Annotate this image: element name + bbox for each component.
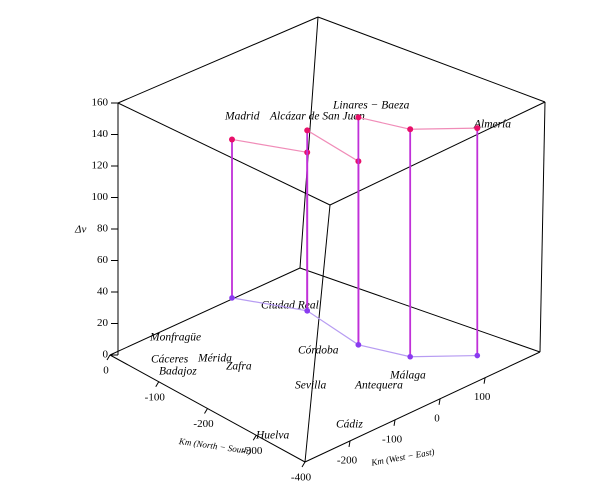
box-edge [299,267,541,353]
x-tick-label: -400 [291,472,312,483]
point [304,127,311,134]
route-line [231,116,478,163]
city-label: Sevilla [295,380,327,392]
y-tick-label: -200 [337,454,358,466]
city-label: Málaga [389,370,426,382]
city-label: Linares − Baeza [332,100,410,112]
ground-point [229,295,235,301]
box-edge [109,267,301,356]
z-tick-label: 160 [92,97,109,109]
ground-point [304,307,311,314]
box-edge [117,16,319,104]
y-tick [393,419,396,426]
point [229,136,236,143]
x-axis-label: Km (North − South) [177,436,252,456]
x-tick [155,381,160,388]
city-label: Cádiz [336,419,363,431]
city-label: Cáceres [151,354,189,366]
y-tick-label: -100 [382,433,403,445]
box-edge [329,101,546,206]
z-tick-label: 40 [97,286,109,298]
point [474,125,481,132]
box-edge [317,16,546,103]
city-label: Monfragüe [149,332,201,344]
z-tick-label: 100 [92,191,109,203]
x-tick-label: -100 [145,391,166,403]
city-label: Madrid [224,111,260,123]
y-tick-label: 100 [474,391,491,403]
y-axis-label: Km (West − East) [369,447,435,468]
box-edge [539,101,546,353]
city-label: Córdoba [298,345,339,357]
ground-point [474,352,481,359]
city-label: Mérida [197,353,232,365]
x-tick-label: -300 [242,445,263,457]
y-tick [483,377,486,384]
x-tick [106,354,111,361]
z-axis-label: Δv [74,224,86,236]
x-tick [301,461,306,468]
box-edge [304,351,541,463]
z-tick-label: 140 [92,128,109,140]
x-tick-label: 0 [103,365,109,377]
y-tick-label: 0 [434,412,440,424]
city-label: Antequera [354,380,403,392]
city-label: Zafra [226,361,252,373]
z-tick-label: 0 [103,349,109,361]
point [407,126,414,133]
z-tick-label: 60 [97,254,109,266]
box-edge [304,204,331,463]
box-edge [299,16,319,269]
x-tick-label: -200 [193,418,214,430]
point [355,114,362,121]
z-tick-label: 80 [97,223,109,235]
z-tick-label: 120 [92,160,109,172]
city-label: Badajoz [159,366,197,378]
city-label: Alcázar de San Juan [269,111,365,123]
z-tick-label: 20 [97,317,109,329]
city-label: Ciudad Real [261,300,319,312]
x-tick [252,434,257,441]
box [109,16,546,463]
ground-point [355,342,362,348]
y-tick [438,398,441,405]
city-label: Huelva [255,430,289,442]
city-labels: Madrid Alcázar de San Juan Linares − Bae… [149,100,511,442]
ground-point [407,353,413,360]
box-edge [117,102,331,206]
city-label: Almería [473,119,511,131]
y-tick [348,440,351,448]
x-tick [204,408,208,414]
